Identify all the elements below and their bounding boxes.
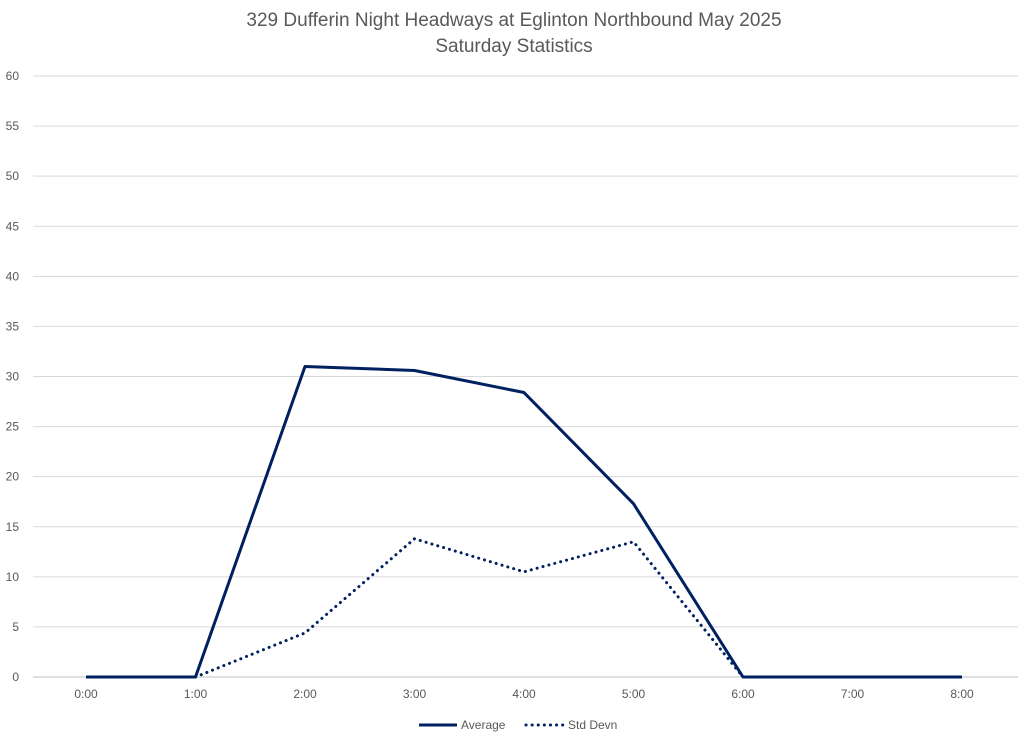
- x-tick-label: 7:00: [841, 687, 865, 701]
- legend: Average Std Devn: [419, 718, 617, 732]
- y-tick-label: 45: [6, 219, 20, 233]
- series-line-std-devn: [194, 537, 745, 679]
- y-tick-label: 0: [12, 670, 19, 684]
- x-tick-label: 8:00: [950, 687, 974, 701]
- y-tick-label: 20: [6, 470, 20, 484]
- x-axis-ticks: 0:00 1:00 2:00 3:00 4:00 5:00 6:00 7:00 8:00: [74, 687, 974, 701]
- x-tick-label: 0:00: [74, 687, 98, 701]
- y-tick-label: 35: [6, 319, 20, 333]
- x-tick-label: 6:00: [731, 687, 755, 701]
- y-tick-label: 50: [6, 169, 20, 183]
- x-tick-label: 2:00: [293, 687, 317, 701]
- x-tick-label: 4:00: [512, 687, 536, 701]
- y-axis-ticks: 0 5 10 15 20 25 30 35 40 45 50 55 60: [6, 69, 20, 684]
- gridlines: [33, 75, 1018, 678]
- y-tick-label: 10: [6, 570, 20, 584]
- x-tick-label: 1:00: [184, 687, 208, 701]
- x-tick-label: 5:00: [622, 687, 646, 701]
- y-tick-label: 55: [6, 119, 20, 133]
- series-lines: [86, 364, 962, 679]
- y-tick-label: 15: [6, 520, 20, 534]
- series-line-average: [86, 364, 962, 679]
- y-tick-label: 60: [6, 69, 20, 83]
- y-tick-label: 30: [6, 370, 20, 384]
- x-tick-label: 3:00: [403, 687, 427, 701]
- y-tick-label: 40: [6, 269, 20, 283]
- chart-subtitle: Saturday Statistics: [435, 36, 592, 57]
- legend-label: Average: [461, 718, 506, 732]
- y-tick-label: 25: [6, 420, 20, 434]
- chart-title: 329 Dufferin Night Headways at Eglinton …: [246, 10, 781, 31]
- y-tick-label: 5: [12, 620, 19, 634]
- legend-label: Std Devn: [568, 718, 617, 732]
